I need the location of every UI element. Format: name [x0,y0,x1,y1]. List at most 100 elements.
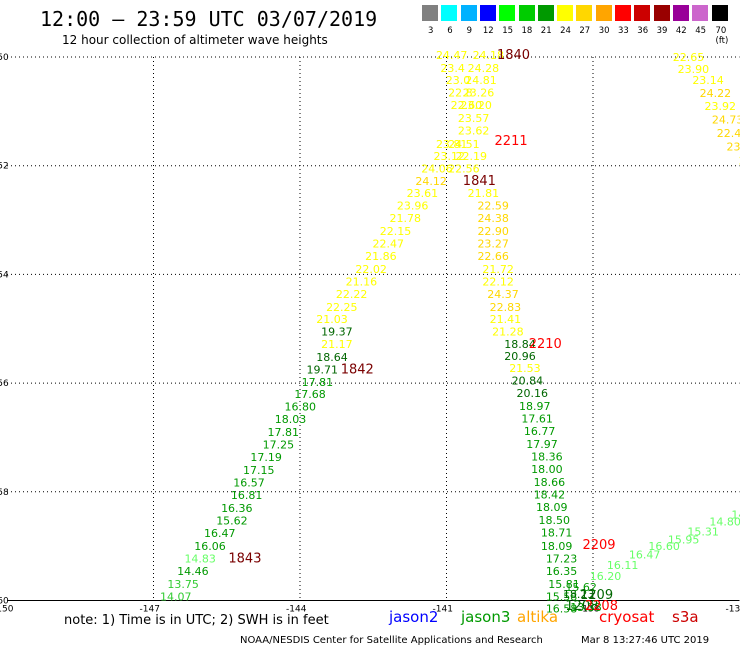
wave-height-value: 23.64 [727,141,740,154]
wave-height-value: 16.77 [524,425,556,438]
wave-height-value: 22.25 [326,301,358,314]
lon-label: -150 [0,605,14,615]
wave-height-value: 22.65 [673,51,705,64]
wave-height-value: 23.0 [446,74,471,87]
wave-height-value: 18.71 [541,527,573,540]
scale-label: 45 [695,26,707,36]
wave-height-value: 23.20 [460,99,492,112]
wave-height-value: 17.68 [294,388,326,401]
lon-label: -135 [726,605,740,615]
scale-swatch [653,5,670,21]
wave-height-value: 16.20 [590,570,622,583]
wave-height-value: 15.62 [216,515,248,528]
pass-time-label: 2211 [495,134,528,149]
wave-height-value: 18.09 [536,501,568,514]
scale-swatch [441,5,458,21]
lon-label: -141 [433,605,453,615]
footer-note: note: 1) Time is in UTC; 2) SWH is in fe… [64,613,329,628]
scale-swatch [672,5,689,21]
wave-height-value: 24.38 [477,212,509,225]
wave-height-value: 19.71 [307,364,339,377]
wave-height-value: 18.84 [504,338,536,351]
wave-height-value: 16.58 [546,603,578,616]
scale-label: 21 [540,26,552,36]
scale-label: 15 [502,26,514,36]
scale-swatch [595,5,612,21]
scale-label: 6 [447,26,453,36]
wave-height-value: 17.61 [521,412,553,425]
wave-height-value: 23.61 [407,187,439,200]
wave-height-value: 23.81 [436,138,468,151]
scale-label: 3 [428,26,434,36]
wave-height-value: 22.8 [448,86,473,99]
wave-height-value: 15.62 [565,581,597,594]
satellite-altika: altika [517,608,559,626]
pass-time-label: 1209 [580,588,613,603]
scale-swatch [557,5,574,21]
wave-height-value: 17.23 [546,553,578,566]
wave-height-value: 16.80 [285,400,317,413]
wave-height-value: 16.47 [629,548,661,561]
wave-height-value: 16.81 [231,489,263,502]
scale-label: 27 [579,26,591,36]
scale-swatch [499,5,516,21]
wave-height-value: 14.80 [709,516,740,529]
wave-height-value: 16.47 [204,527,236,540]
wave-height-value: 21.03 [316,313,348,326]
scale-swatch [615,5,631,21]
wave-height-value: 24.81 [465,74,497,87]
wave-height-value: 21.72 [482,263,514,276]
wave-height-value: 18.00 [531,463,563,476]
wave-height-value: 18.97 [519,400,551,413]
wave-height-value: 20.96 [504,350,536,363]
pass-time-label: 2210 [529,337,562,352]
scale-swatch [537,5,554,21]
wave-height-value: 21.17 [321,338,353,351]
pass-time-label: 1842 [341,363,374,378]
lat-label: -58 [0,488,9,498]
wave-height-value: 18.42 [534,489,566,502]
lon-label: -147 [140,605,160,615]
lat-label: -50 [0,53,9,63]
wave-height-value: 18.09 [541,540,573,553]
wave-height-value: 24.18 [473,49,505,62]
wave-height-value: 22.15 [380,225,412,238]
wave-height-value: 22.56 [448,162,480,175]
wave-height-value: 18.03 [275,413,307,426]
wave-height-value: 18.36 [531,450,563,463]
wave-height-value: 13.38 [570,601,602,614]
wave-height-value: 13.75 [167,578,199,591]
wave-height-value: 17.97 [526,438,558,451]
wave-height-value: 23.90 [678,63,710,76]
wave-height-value: 23.26 [463,86,495,99]
satellite-s3a: s3a [672,608,699,626]
wave-height-value: 21.28 [492,325,523,338]
wave-height-value: 16.60 [648,540,680,553]
wave-height-value: 16.35 [546,565,578,578]
scale-label: 18 [521,26,533,36]
scale-swatch [711,5,728,21]
scale-swatch [460,5,477,21]
scale-label: 12 [482,26,494,36]
satellite-jason3: jason3 [461,608,511,626]
wave-height-value: 22.49 [717,127,740,140]
wave-height-value: 20.84 [512,374,543,387]
wave-height-value: 21.78 [390,212,422,225]
wave-height-value: 22.83 [490,301,522,314]
wave-height-value: 17.19 [250,451,282,464]
scale-swatch [692,5,709,21]
wave-height-value: 15.81 [548,578,580,591]
wave-height-value: 22.66 [477,250,509,263]
wave-height-value: 15.58 [546,591,578,604]
wave-height-value: 24.51 [448,138,480,151]
wave-height-value: 22.19 [455,150,487,163]
wave-height-value: 24.37 [487,288,519,301]
lat-lon-grid [7,56,740,601]
wave-height-value: 22.02 [355,263,387,276]
wave-height-value: 24.47 [436,49,468,62]
scale-label: 33 [618,26,629,36]
wave-height-value: 18.23 [563,588,595,601]
pass-time-label: 2208 [585,599,618,614]
wave-height-value: 14.91 [731,509,740,522]
